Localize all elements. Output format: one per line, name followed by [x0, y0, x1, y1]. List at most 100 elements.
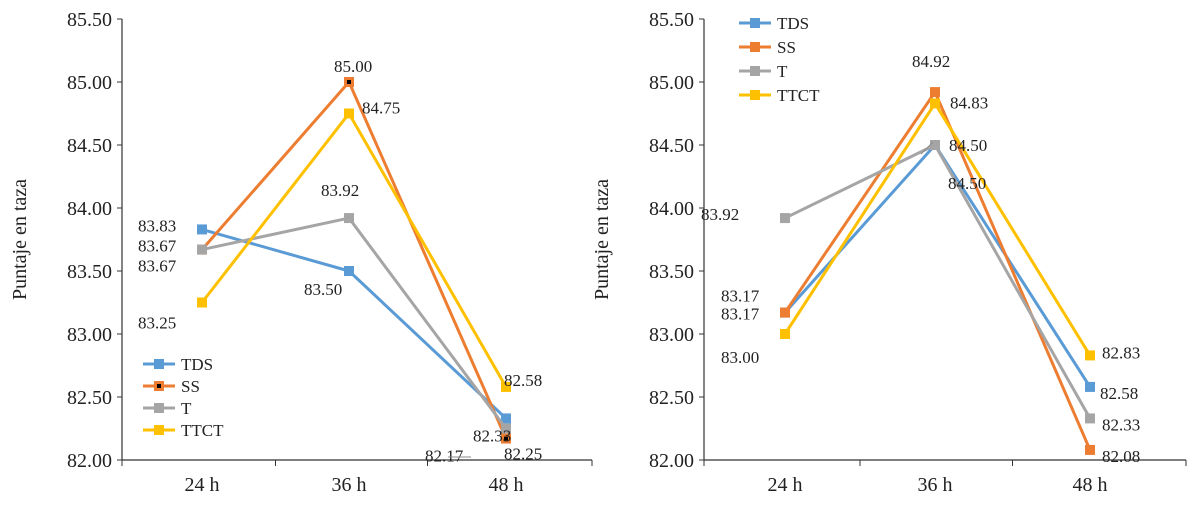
data-label: 84.50: [948, 174, 986, 193]
y-tick-label: 82.00: [67, 450, 112, 472]
legend-swatch-marker: [750, 42, 760, 52]
data-label: 85.00: [334, 57, 372, 76]
data-label: 83.92: [701, 205, 739, 224]
y-tick-label: 85.50: [649, 9, 694, 31]
data-point-marker: [501, 381, 511, 392]
data-label: 82.08: [1102, 447, 1140, 466]
y-axis-label: Puntaje en taza: [591, 179, 613, 300]
data-label: 83.17: [721, 305, 760, 324]
label-leader-line: [920, 141, 934, 155]
data-label: 82.33: [1102, 415, 1140, 434]
y-tick-label: 84.50: [67, 135, 112, 157]
data-label: 83.50: [304, 280, 342, 299]
legend-marker-center: [157, 384, 161, 388]
legend-label: TDS: [181, 355, 213, 374]
data-label: 83.17: [721, 287, 760, 306]
data-label: 83.25: [138, 314, 176, 333]
y-axis-label: Puntaje en taza: [9, 179, 31, 300]
series-line: [200, 112, 508, 388]
data-label: 82.25: [504, 445, 542, 464]
data-point-marker: [197, 244, 207, 255]
data-label: 83.67: [138, 237, 177, 256]
data-label: 82.58: [1100, 384, 1138, 403]
data-point-marker: [780, 307, 790, 318]
x-tick-label: 48 h: [489, 474, 524, 496]
x-tick-label: 24 h: [185, 474, 220, 496]
data-point-marker: [780, 213, 790, 224]
data-point-marker: [780, 329, 790, 339]
data-point-marker: [1085, 350, 1095, 361]
data-point-marker: [930, 140, 940, 150]
data-point-marker: [344, 213, 354, 224]
legend-label: TTCT: [181, 421, 224, 440]
legend: TDS SS T TTCT: [143, 355, 224, 440]
y-tick-label: 82.00: [649, 450, 694, 472]
data-label: 84.92: [912, 52, 950, 71]
legend-swatch-marker: [750, 18, 760, 28]
data-label: 82.33: [473, 426, 511, 445]
y-tick-label: 82.50: [649, 387, 694, 409]
data-point-marker: [197, 224, 207, 235]
legend-label: T: [777, 62, 788, 81]
y-tick-label: 85.50: [67, 9, 112, 31]
y-tick-label: 83.50: [67, 261, 112, 283]
chart-1: 82.00 82.50 83.00 83.50 84.00 84.50 85.00 85.50…: [9, 9, 593, 496]
data-label: 84.50: [949, 136, 987, 155]
marker-center: [504, 436, 508, 441]
series-t: [780, 140, 1095, 424]
series-line: [201, 227, 508, 420]
data-label: 82.83: [1102, 343, 1140, 362]
legend-swatch-marker: [154, 425, 164, 435]
data-point-marker: [930, 87, 940, 98]
y-tick-label: 83.50: [649, 261, 694, 283]
series-tds: [197, 224, 511, 424]
legend-swatch-marker: [154, 359, 164, 369]
data-label: 83.67: [138, 257, 177, 276]
series-ttct: [780, 98, 1095, 361]
data-point-marker: [1085, 413, 1095, 424]
data-label: 82.58: [504, 371, 542, 390]
x-tick-label: 24 h: [768, 474, 803, 496]
series-ss: [780, 87, 1095, 455]
data-point-marker: [930, 98, 940, 109]
x-tick-label: 48 h: [1073, 474, 1108, 496]
series-line: [200, 80, 508, 440]
chart-2: 82.00 82.50 83.00 83.50 84.00 84.50 85.00 85.50…: [591, 9, 1187, 496]
y-tick-label: 84.50: [649, 135, 694, 157]
y-tick-label: 83.00: [67, 324, 112, 346]
legend-label: SS: [777, 38, 796, 57]
y-tick-label: 84.00: [649, 198, 694, 220]
data-label: 83.00: [721, 348, 759, 367]
legend: TDS SS T TTCT: [739, 14, 820, 105]
y-tick-label: 82.50: [67, 387, 112, 409]
legend-label: TDS: [777, 14, 809, 33]
data-point-marker: [1085, 444, 1095, 455]
data-point-marker: [501, 413, 511, 424]
data-point-marker: [501, 423, 511, 434]
data-point-marker: [344, 266, 354, 276]
x-tick-label: 36 h: [918, 474, 953, 496]
legend-label: TTCT: [777, 86, 820, 105]
series-ttct: [197, 108, 511, 392]
series-ss: [197, 77, 511, 444]
legend-swatch-marker: [750, 66, 760, 76]
y-tick-label: 83.00: [649, 324, 694, 346]
data-label: 84.75: [362, 99, 400, 118]
marker-center: [347, 80, 351, 84]
legend-label: SS: [181, 377, 200, 396]
data-label: 82.17: [425, 447, 464, 466]
data-point-marker: [344, 108, 354, 119]
y-tick-label: 85.00: [649, 72, 694, 94]
legend-swatch-marker: [750, 90, 760, 100]
legend-swatch-marker: [154, 403, 164, 413]
data-label: 83.83: [138, 216, 176, 235]
legend-label: T: [181, 399, 192, 418]
x-tick-label: 36 h: [332, 474, 367, 496]
data-point-marker: [1085, 381, 1095, 392]
data-label: 84.83: [950, 93, 988, 112]
series-line: [201, 216, 508, 430]
y-tick-label: 85.00: [67, 72, 112, 94]
y-tick-label: 84.00: [67, 198, 112, 220]
